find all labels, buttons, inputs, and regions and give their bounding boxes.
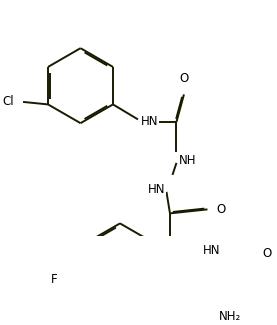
Text: HN: HN	[140, 115, 158, 128]
Text: O: O	[179, 72, 189, 85]
Text: O: O	[262, 247, 272, 260]
Text: F: F	[51, 273, 58, 286]
Text: Cl: Cl	[2, 96, 14, 109]
Text: HN: HN	[202, 244, 220, 257]
Text: HN: HN	[147, 183, 165, 196]
Text: NH: NH	[179, 154, 196, 167]
Text: O: O	[216, 203, 226, 216]
Text: NH₂: NH₂	[219, 310, 241, 323]
